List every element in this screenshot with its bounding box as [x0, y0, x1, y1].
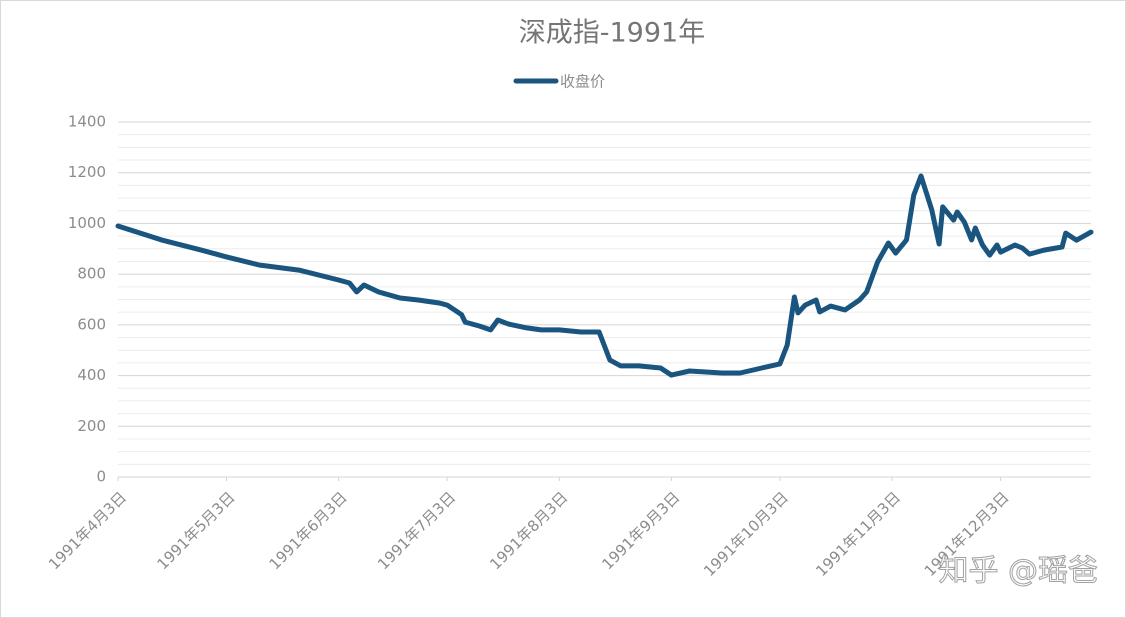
y-tick-label: 0 [96, 468, 106, 486]
legend-label: 收盘价 [560, 73, 605, 91]
y-tick-label: 800 [77, 265, 106, 283]
chart-title: 深成指-1991年 [519, 18, 705, 49]
y-tick-label: 200 [77, 417, 106, 435]
watermark: 知乎 @瑶爸 [938, 554, 1098, 589]
y-tick-label: 1400 [68, 113, 106, 131]
y-tick-label: 600 [77, 315, 106, 333]
y-tick-label: 400 [77, 366, 106, 384]
y-tick-label: 1200 [68, 163, 106, 181]
y-tick-label: 1000 [68, 214, 106, 232]
line-series [115, 173, 1094, 378]
